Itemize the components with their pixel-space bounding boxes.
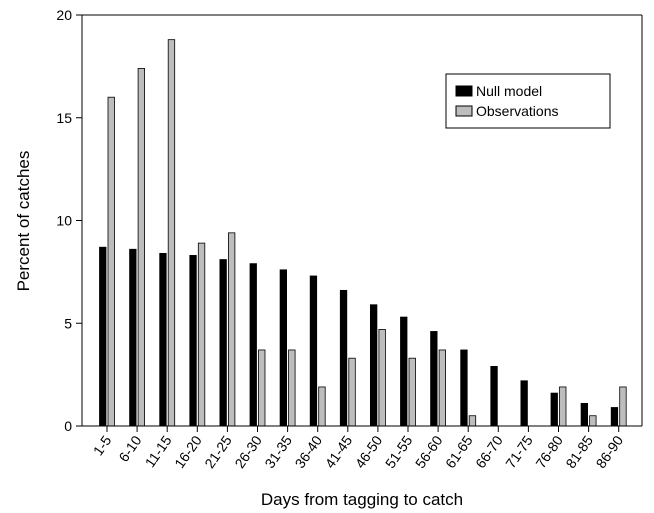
bar-observations-41-45	[348, 357, 356, 427]
x-tick-label: 61-65	[442, 432, 476, 471]
bars-layer	[99, 39, 627, 427]
x-tick-label: 66-70	[472, 432, 506, 471]
y-tick-label: 15	[56, 110, 72, 126]
y-tick-label: 20	[56, 7, 72, 23]
bar-null-model-21-25	[219, 259, 227, 427]
x-tick-label: 1-5	[90, 432, 115, 458]
bar-null-model-36-40	[309, 275, 318, 427]
bar-null-model-71-75	[520, 380, 528, 427]
legend-label-observations: Observations	[476, 103, 558, 119]
bar-null-model-56-60	[430, 331, 438, 427]
bar-observations-51-55	[408, 357, 416, 427]
x-tick-label: 21-25	[201, 432, 235, 471]
x-tick-label: 11-15	[142, 432, 175, 470]
y-tick-label: 10	[56, 213, 72, 229]
bar-observations-46-50	[378, 329, 386, 427]
legend-label-null-model: Null model	[476, 83, 542, 99]
bar-null-model-26-30	[249, 263, 257, 427]
x-tick-label: 16-20	[171, 432, 205, 471]
legend: Null model Observations	[445, 73, 611, 129]
legend-frame	[445, 73, 611, 129]
y-ticks: 0 5 10 15 20	[56, 7, 82, 434]
bar-observations-1-5	[107, 96, 115, 427]
bar-observations-16-20	[197, 242, 206, 427]
x-tick-label: 76-80	[532, 432, 566, 471]
bar-null-model-16-20	[189, 255, 197, 427]
bar-observations-6-10	[137, 68, 146, 427]
y-axis-label: Percent of catches	[14, 151, 33, 292]
bar-null-model-66-70	[490, 365, 498, 427]
bar-null-model-46-50	[369, 304, 378, 427]
y-tick-label: 5	[64, 315, 72, 331]
legend-swatch-observations	[455, 105, 473, 117]
bar-observations-76-80	[559, 386, 567, 427]
bar-observations-86-90	[619, 386, 627, 427]
bar-observations-21-25	[227, 232, 236, 427]
bar-observations-61-65	[468, 415, 477, 427]
bar-observations-31-35	[288, 349, 296, 427]
bar-observations-81-85	[589, 415, 597, 427]
x-tick-label: 6-10	[115, 432, 144, 464]
x-tick-label: 81-85	[562, 432, 596, 471]
x-tick-label: 36-40	[292, 432, 326, 471]
bar-null-model-61-65	[460, 349, 468, 427]
bar-null-model-86-90	[610, 407, 619, 427]
x-tick-label: 41-45	[322, 432, 356, 471]
x-axis-label: Days from tagging to catch	[261, 490, 463, 509]
x-tick-label: 86-90	[593, 432, 627, 471]
bar-null-model-11-15	[159, 252, 167, 427]
bar-null-model-51-55	[400, 316, 408, 427]
bar-null-model-31-35	[279, 269, 288, 427]
bar-observations-56-60	[438, 349, 447, 427]
bar-null-model-1-5	[99, 246, 107, 427]
x-tick-label: 56-60	[412, 432, 446, 471]
y-tick-label: 0	[64, 418, 72, 434]
bar-observations-36-40	[318, 386, 326, 427]
legend-swatch-null-model	[455, 85, 473, 97]
x-tick-label: 31-35	[261, 432, 295, 471]
bar-observations-11-15	[167, 39, 176, 427]
bar-null-model-76-80	[550, 392, 558, 427]
bar-null-model-81-85	[580, 402, 588, 427]
x-ticks: 1-5 6-1011-1516-2021-2526-3031-3536-4041-…	[90, 426, 627, 471]
bar-null-model-41-45	[339, 289, 348, 427]
bar-observations-26-30	[258, 349, 266, 427]
bar-null-model-6-10	[129, 248, 137, 427]
x-tick-label: 46-50	[352, 432, 386, 471]
x-tick-label: 71-75	[502, 432, 536, 471]
x-tick-label: 51-55	[382, 432, 416, 471]
x-tick-label: 26-30	[231, 432, 265, 471]
